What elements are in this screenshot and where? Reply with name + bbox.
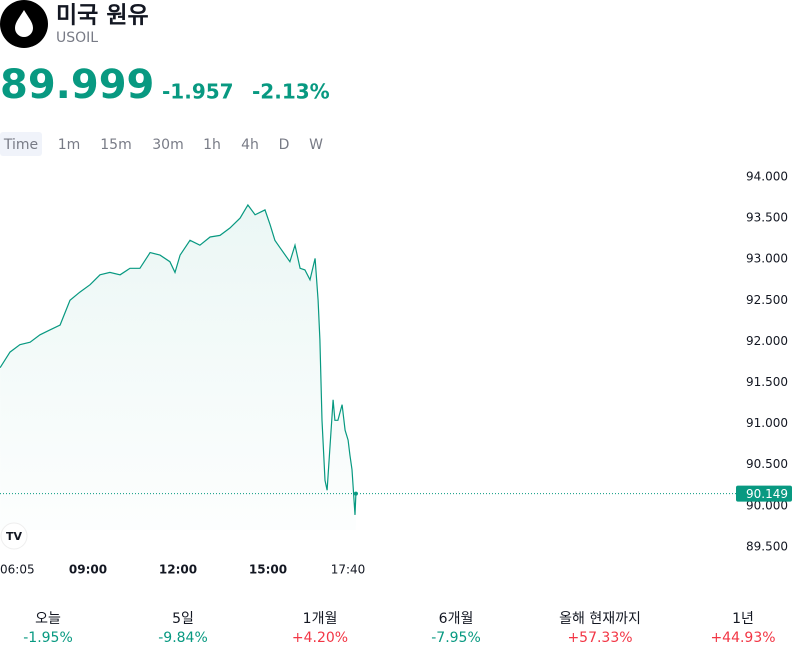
tv-logo: TV (0, 522, 28, 550)
y-tick-label: 92.500 (746, 293, 788, 307)
x-tick-label: 06:05 (0, 563, 35, 577)
perf-label[interactable]: 오늘 (35, 611, 61, 627)
area-fill (0, 205, 356, 530)
last-price-dot (353, 491, 358, 496)
timeframe-tab[interactable]: Time (3, 137, 38, 153)
x-tick-label: 09:00 (69, 563, 107, 577)
y-tick-label: 90.000 (746, 498, 788, 512)
last-price-label: 90.149 (746, 487, 788, 501)
timeframe-tabs: Time 1m 15m 30m 1h 4h D W (3, 137, 323, 153)
perf-label[interactable]: 올해 현재까지 (559, 611, 641, 627)
perf-value[interactable]: -1.95% (23, 630, 73, 646)
price-line (0, 203, 357, 515)
timeframe-tab[interactable]: 30m (152, 137, 183, 153)
change-percent: -2.13% (252, 80, 330, 104)
y-tick-label: 94.000 (746, 170, 788, 184)
perf-value[interactable]: +57.33% (567, 630, 632, 646)
timeframe-tab[interactable]: 15m (100, 137, 131, 153)
change: -1.957 (162, 80, 234, 104)
x-tick-label: 17:40 (331, 563, 366, 577)
timeframe-tab[interactable]: D (279, 137, 290, 153)
timeframe-tab[interactable]: W (309, 137, 323, 153)
drop-icon (15, 10, 33, 37)
perf-label[interactable]: 1년 (732, 611, 754, 627)
y-tick-label: 89.500 (746, 539, 788, 553)
y-tick-label: 91.000 (746, 416, 788, 430)
perf-value[interactable]: +4.20% (292, 630, 348, 646)
y-tick-label: 92.000 (746, 334, 788, 348)
y-tick-label: 93.500 (746, 211, 788, 225)
y-tick-label: 90.500 (746, 457, 788, 471)
timeframe-tab[interactable]: 1m (58, 137, 81, 153)
perf-label[interactable]: 1개월 (303, 611, 338, 627)
y-tick-label: 91.500 (746, 375, 788, 389)
perf-label[interactable]: 6개월 (439, 611, 474, 627)
perf-value[interactable]: +44.93% (710, 630, 775, 646)
last-price-box (736, 485, 792, 502)
perf-value[interactable]: -9.84% (158, 630, 208, 646)
x-tick-label: 12:00 (159, 563, 197, 577)
tab-selected-bg (0, 132, 42, 156)
svg-text:TV: TV (6, 530, 23, 543)
perf-label[interactable]: 5일 (172, 611, 194, 627)
symbol: USOIL (56, 30, 98, 46)
timeframe-tab[interactable]: 4h (241, 137, 259, 153)
timeframe-tab[interactable]: 1h (203, 137, 221, 153)
x-tick-label: 15:00 (249, 563, 287, 577)
title: 미국 원유 (56, 3, 149, 29)
performance: 오늘 -1.95% 5일 -9.84% 1개월 +4.20% 6개월 -7.95% 올해 현재까… (23, 611, 775, 646)
chart: 89.500 90.000 90.500 91.000 91.500 92.000 92.5… (0, 170, 792, 577)
y-tick-label: 93.000 (746, 252, 788, 266)
perf-value[interactable]: -7.95% (431, 630, 481, 646)
price: 89.999 (0, 62, 154, 108)
